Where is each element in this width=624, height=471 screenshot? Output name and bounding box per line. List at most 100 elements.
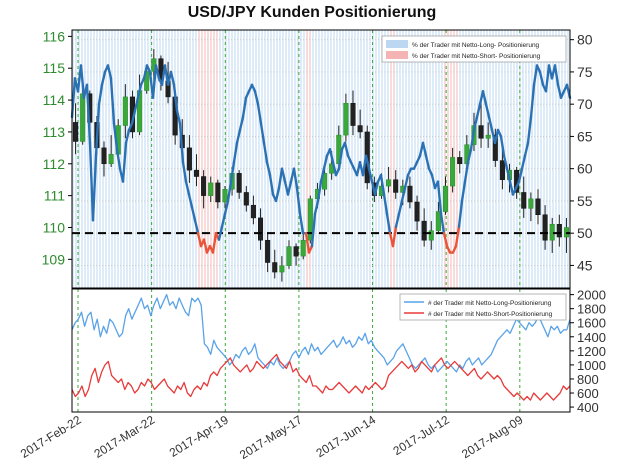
regime-shade <box>132 30 136 288</box>
candle-body <box>535 198 541 215</box>
legend-label: % der Trader mit Netto-Short- Positionie… <box>412 53 541 60</box>
regime-shade <box>294 30 298 288</box>
long-pct-segment <box>217 225 224 241</box>
candle-body <box>556 224 562 238</box>
long-pct-segment <box>292 167 299 190</box>
candle <box>442 176 449 215</box>
left-tick-label: 110 <box>43 219 66 235</box>
left-tick-label: 115 <box>43 60 66 76</box>
long-pct-segment <box>328 148 335 164</box>
legend-swatch <box>386 51 408 59</box>
long-pct-segment <box>421 141 428 157</box>
right-count-tick-label: 1200 <box>577 344 606 359</box>
candle <box>307 195 313 244</box>
long-pct-segment <box>343 141 350 157</box>
long-pct-segment <box>253 90 260 106</box>
long-pct-segment <box>220 212 227 228</box>
long-pct-segment <box>316 180 323 203</box>
long-pct-segment <box>94 102 101 157</box>
long-pct-segment <box>130 109 137 125</box>
regime-shade <box>231 30 235 288</box>
regime-shade <box>285 30 289 288</box>
regime-shade <box>510 30 514 288</box>
regime-shade <box>246 30 250 288</box>
regime-shade <box>516 30 520 288</box>
regime-shade <box>198 30 202 288</box>
candle <box>300 230 306 260</box>
regime-shade <box>216 30 220 288</box>
candle-body <box>442 185 449 212</box>
long-pct-segment <box>181 161 188 183</box>
regime-shade <box>447 30 451 288</box>
long-pct-segment <box>499 135 506 157</box>
candle <box>243 186 249 212</box>
regime-shade <box>345 30 349 288</box>
long-pct-segment <box>520 154 527 170</box>
x-tick-label: 2017-Aug-09 <box>459 413 526 462</box>
top-panel-border <box>71 29 571 289</box>
long-pct-segment <box>310 212 317 248</box>
regime-shade <box>177 30 181 288</box>
regime-shade <box>531 30 535 288</box>
long-percentage-line <box>70 64 572 254</box>
legend-swatch <box>386 40 408 48</box>
candle-body <box>80 93 86 142</box>
long-pct-segment <box>313 199 320 216</box>
regime-shade <box>210 30 214 288</box>
regime-shade <box>507 30 511 288</box>
long-pct-segment <box>121 141 128 183</box>
left-tick-label: 109 <box>42 251 66 267</box>
regime-shade <box>342 30 346 288</box>
candle <box>272 249 278 279</box>
long-pct-segment <box>196 231 203 248</box>
long-pct-segment <box>424 154 431 170</box>
regime-shade <box>255 30 259 288</box>
regime-shade <box>201 30 205 288</box>
regime-shade <box>219 30 223 288</box>
regime-shade <box>96 30 100 288</box>
regime-shade <box>141 30 145 288</box>
candle <box>435 202 441 234</box>
long-pct-segment <box>286 180 293 196</box>
right-count-tick-label: 2000 <box>577 288 606 303</box>
long-pct-segment <box>385 212 392 235</box>
regime-shade <box>162 30 166 288</box>
right-count-tick-label: 1800 <box>577 302 606 317</box>
regime-shade <box>351 30 355 288</box>
short-traders-line <box>71 353 571 401</box>
candle-body <box>307 198 313 241</box>
long-pct-segment <box>532 64 539 87</box>
regime-shade <box>564 30 568 288</box>
candle <box>250 195 256 225</box>
long-pct-segment <box>481 90 488 106</box>
regime-shade <box>369 30 373 288</box>
candle-body <box>428 230 434 241</box>
long-pct-segment <box>439 212 446 235</box>
regime-shade <box>471 30 475 288</box>
candle <box>215 179 221 209</box>
long-pct-segment <box>232 141 239 164</box>
long-pct-segment <box>223 199 230 216</box>
long-pct-segment <box>487 115 494 132</box>
candle <box>386 166 392 193</box>
regime-shade <box>486 30 490 288</box>
candle-body <box>350 103 356 126</box>
candle <box>122 84 128 139</box>
bottom-legend: # der Trader mit Netto-Long-Positionieru… <box>399 293 567 321</box>
long-pct-segment <box>436 180 443 216</box>
vertical-grid <box>77 30 521 412</box>
regime-shade <box>249 30 253 288</box>
candle <box>485 122 491 148</box>
long-pct-segment <box>391 225 398 248</box>
regime-shade <box>441 30 445 288</box>
candle-body <box>499 160 505 180</box>
regime-shade <box>357 30 361 288</box>
long-pct-segment <box>85 83 92 145</box>
right-count-tick-label: 600 <box>577 386 599 401</box>
regime-shade <box>354 30 358 288</box>
regime-shade <box>423 30 427 288</box>
long-pct-segment <box>262 141 269 164</box>
regime-shade <box>192 30 196 288</box>
